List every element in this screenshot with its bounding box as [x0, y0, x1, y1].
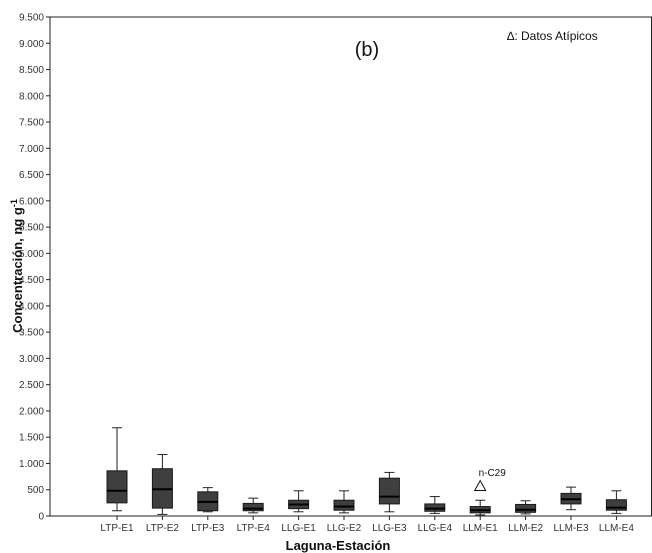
y-axis-title-superscript: -1 [9, 199, 19, 207]
y-tick-label: 6.000 [19, 196, 44, 207]
box-series [106, 427, 627, 516]
iqr-box [378, 477, 400, 505]
outlier-label: n-C29 [479, 468, 507, 479]
x-tick-label: LLM-E2 [508, 523, 543, 534]
iqr-box [106, 470, 128, 504]
iqr-box [515, 503, 537, 513]
box-LLM-E2 [515, 500, 537, 515]
y-tick-label: 8.000 [19, 91, 44, 102]
x-tick-label: LLG-E4 [418, 523, 453, 534]
y-tick-label: 3.000 [19, 354, 44, 365]
x-axis-title: Laguna-Estación [286, 538, 391, 553]
outlier-series: n-C29 [473, 468, 507, 491]
box-LLG-E3 [378, 471, 400, 513]
x-tick-label: LLG-E3 [372, 523, 407, 534]
y-tick-label: 5.000 [19, 249, 44, 260]
x-tick-label: LTP-E4 [237, 523, 271, 534]
box-LLM-E3 [560, 486, 582, 511]
y-tick-label: 7.500 [19, 118, 44, 129]
panel-label: (b) [355, 39, 379, 61]
box-LTP-E4 [242, 497, 264, 514]
iqr-box [333, 499, 355, 511]
y-tick-label: 6.500 [19, 170, 44, 181]
x-tick-label: LLM-E4 [599, 523, 634, 534]
y-tick-label: 9.000 [19, 39, 44, 50]
box-LLG-E4 [424, 496, 446, 514]
y-axis: 0 500 1.000 1.500 2.000 2.500 3.000 3.500 4.000 4… [19, 13, 652, 523]
y-tick-label: 1.000 [19, 459, 44, 470]
y-tick-label: 2.500 [19, 380, 44, 391]
x-tick-label: LTP-E1 [100, 523, 134, 534]
box-LLM-E4 [605, 490, 627, 514]
box-LTP-E1 [106, 427, 128, 512]
iqr-box [605, 499, 627, 511]
x-tick-label: LTP-E2 [146, 523, 180, 534]
box-LLG-E1 [288, 490, 310, 513]
x-tick-label: LLG-E1 [281, 523, 316, 534]
y-tick-label: 2.000 [19, 406, 44, 417]
x-tick-label: LLM-E3 [553, 523, 588, 534]
y-tick-label: 1.500 [19, 433, 44, 444]
outlier-legend-note: ∆: Datos Atípicos [507, 29, 598, 43]
x-tick-label: LLM-E1 [463, 523, 498, 534]
iqr-box [242, 502, 264, 512]
y-tick-label: 7.000 [19, 144, 44, 155]
box-LLM-E1 [469, 499, 491, 516]
iqr-box [424, 503, 446, 512]
y-axis-title-text: Concentración, ng g [10, 207, 25, 333]
x-tick-label: LLG-E2 [327, 523, 362, 534]
y-tick-label: 500 [27, 485, 44, 496]
y-tick-label: 0 [38, 512, 44, 523]
y-tick-label: 4.500 [19, 275, 44, 286]
box-LTP-E3 [197, 487, 219, 513]
y-tick-label: 4.000 [19, 301, 44, 312]
x-axis: LTP-E1 LTP-E2 LTP-E3 LTP-E4 LLG-E1 LLG-E2 LLG-… [50, 515, 652, 534]
box-LLG-E2 [333, 490, 355, 514]
y-axis-title: Concentración, ng g-1 [9, 199, 25, 333]
y-tick-label: 9.500 [19, 13, 44, 24]
y-tick-label: 8.500 [19, 65, 44, 76]
y-tick-label: 5.500 [19, 223, 44, 234]
x-tick-label: LTP-E3 [191, 523, 225, 534]
box-LTP-E2 [151, 454, 173, 515]
y-tick-label: 3.500 [19, 328, 44, 339]
outlier-triangle-marker [473, 479, 487, 491]
